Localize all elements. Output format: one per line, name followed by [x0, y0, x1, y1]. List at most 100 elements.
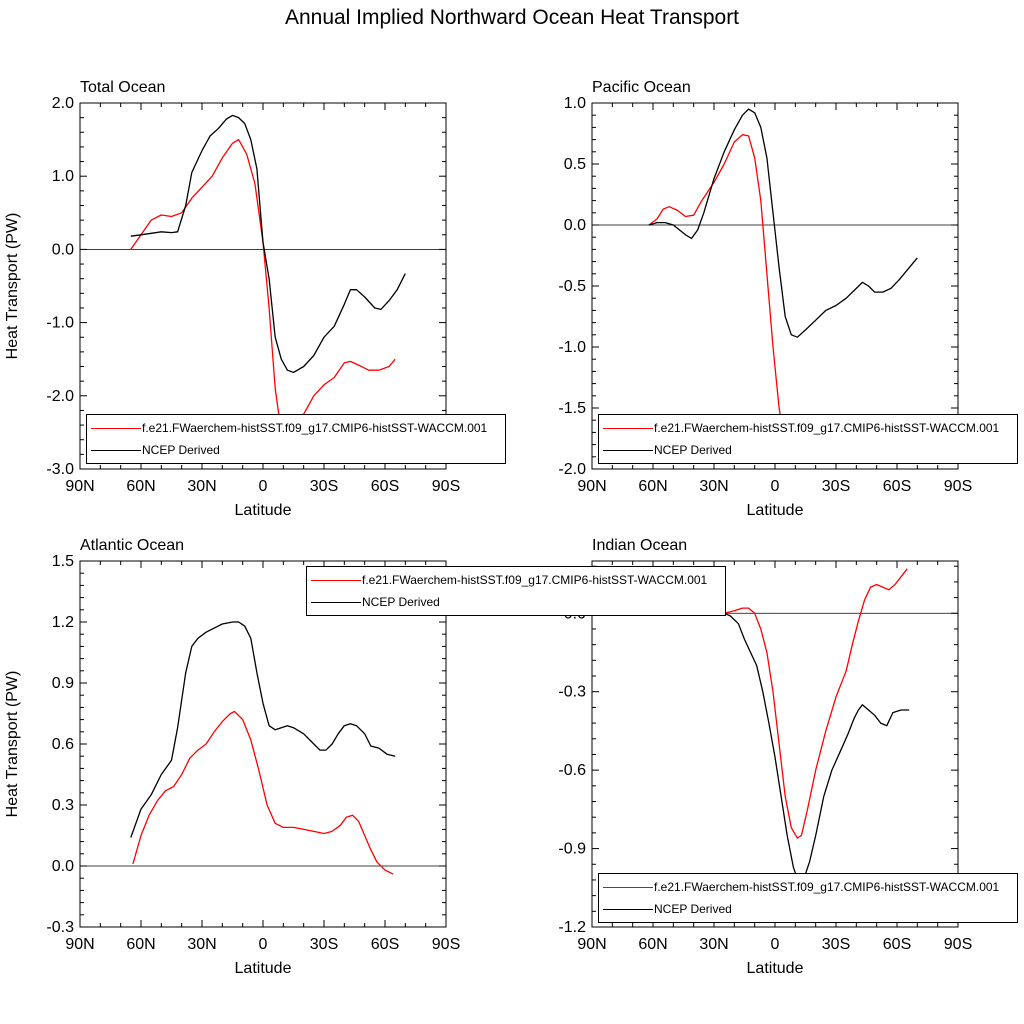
- panel-title: Pacific Ocean: [592, 79, 691, 96]
- y-tick-label: -0.6: [558, 762, 586, 779]
- legend-total: f.e21.FWaerchem-histSST.f09_g17.CMIP6-hi…: [86, 414, 506, 464]
- y-tick-label: 1.0: [564, 95, 586, 112]
- x-tick-label: 0: [259, 936, 268, 953]
- y-tick-label: 1.5: [52, 553, 74, 570]
- legend-swatch: [603, 909, 653, 910]
- y-tick-label: 0.3: [52, 797, 74, 814]
- legend-swatch: [603, 887, 653, 888]
- ncep-series-line: [130, 621, 396, 838]
- legend-entry: f.e21.FWaerchem-histSST.f09_g17.CMIP6-hi…: [599, 418, 1017, 438]
- x-tick-label: 60S: [883, 478, 911, 495]
- y-tick-label: 0.9: [52, 675, 74, 692]
- x-tick-label: 90S: [432, 936, 460, 953]
- x-tick-label: 60S: [883, 936, 911, 953]
- legend-atlantic: f.e21.FWaerchem-histSST.f09_g17.CMIP6-hi…: [306, 566, 726, 616]
- ncep-series-line: [648, 108, 918, 338]
- model-series-line: [132, 710, 394, 875]
- x-tick-label: 90S: [432, 478, 460, 495]
- legend-pacific: f.e21.FWaerchem-histSST.f09_g17.CMIP6-hi…: [598, 414, 1018, 464]
- legend-label: NCEP Derived: [654, 902, 732, 916]
- x-tick-label: 30N: [699, 478, 728, 495]
- panel-indian: Indian Ocean90N60N30N030S60S90S0.0-0.3-0…: [558, 537, 972, 977]
- legend-entry: NCEP Derived: [599, 899, 1017, 919]
- y-tick-label: 0.6: [52, 736, 74, 753]
- legend-label: f.e21.FWaerchem-histSST.f09_g17.CMIP6-hi…: [362, 573, 708, 587]
- legend-swatch: [603, 450, 653, 451]
- x-tick-label: 60N: [126, 478, 155, 495]
- legend-entry: NCEP Derived: [87, 440, 505, 460]
- legend-entry: NCEP Derived: [307, 592, 725, 612]
- x-tick-label: 60N: [638, 478, 667, 495]
- panel-total: Total Ocean 90N 60N 30N 0 30S 60S 90S 2.0 1.0 0.0 -…: [4, 79, 460, 519]
- plot-frame: [591, 102, 959, 470]
- panel-title: Total Ocean: [80, 79, 165, 96]
- y-tick-label: 1.2: [52, 614, 74, 631]
- legend-swatch: [91, 450, 141, 451]
- x-axis-label: Latitude: [747, 960, 804, 977]
- y-tick-label: -1.0: [558, 339, 586, 356]
- legend-swatch: [311, 602, 361, 603]
- y-axis-label: Heat Transport (PW): [4, 671, 21, 818]
- panel-title: Atlantic Ocean: [80, 537, 184, 554]
- legend-entry: f.e21.FWaerchem-histSST.f09_g17.CMIP6-hi…: [307, 570, 725, 590]
- ncep-series-line: [723, 612, 910, 886]
- x-axis-label: Latitude: [235, 960, 292, 977]
- y-tick-label: -1.5: [558, 400, 586, 417]
- x-tick-label: 60N: [638, 936, 667, 953]
- x-tick-label: 30S: [310, 478, 338, 495]
- model-series-line: [130, 138, 396, 441]
- x-tick-label: 0: [771, 936, 780, 953]
- y-tick-label: -3.0: [46, 461, 74, 478]
- y-tick-label: -0.3: [558, 684, 586, 701]
- y-tick-label: 1.0: [52, 168, 74, 185]
- x-tick-label: 30S: [822, 478, 850, 495]
- plot-frame: [79, 560, 447, 928]
- legend-indian: f.e21.FWaerchem-histSST.f09_g17.CMIP6-hi…: [598, 873, 1018, 923]
- figure-title: Annual Implied Northward Ocean Heat Tran…: [284, 6, 740, 29]
- legend-entry: f.e21.FWaerchem-histSST.f09_g17.CMIP6-hi…: [87, 418, 505, 438]
- ncep-series-line: [130, 114, 406, 374]
- y-tick-label: -2.0: [46, 388, 74, 405]
- y-tick-label: 0.0: [52, 241, 74, 258]
- x-tick-label: 90S: [944, 936, 972, 953]
- x-tick-label: 90N: [577, 478, 606, 495]
- x-tick-label: 90N: [577, 936, 606, 953]
- x-tick-label: 30S: [822, 936, 850, 953]
- x-tick-label: 30N: [187, 478, 216, 495]
- model-series-line: [724, 568, 908, 839]
- legend-label: f.e21.FWaerchem-histSST.f09_g17.CMIP6-hi…: [654, 421, 1000, 435]
- panel-atlantic: Atlantic Ocean 90N 60N 30N 0 30S 60S 90S 1.5 1.2 0…: [4, 537, 460, 977]
- x-tick-label: 60N: [126, 936, 155, 953]
- legend-label: NCEP Derived: [142, 443, 220, 457]
- panel-title: Indian Ocean: [592, 537, 687, 554]
- y-tick-label: -0.3: [46, 919, 74, 936]
- x-tick-label: 60S: [371, 936, 399, 953]
- x-axis-label: Latitude: [747, 502, 804, 519]
- x-tick-label: 30S: [310, 936, 338, 953]
- y-tick-label: -1.0: [46, 315, 74, 332]
- legend-entry: f.e21.FWaerchem-histSST.f09_g17.CMIP6-hi…: [599, 877, 1017, 897]
- y-tick-label: 2.0: [52, 95, 74, 112]
- y-tick-label: 0.0: [564, 217, 586, 234]
- y-tick-label: -0.5: [558, 278, 586, 295]
- x-tick-label: 60S: [371, 478, 399, 495]
- legend-swatch: [603, 428, 653, 429]
- x-tick-label: 30N: [187, 936, 216, 953]
- x-tick-label: 0: [771, 478, 780, 495]
- x-tick-label: 0: [259, 478, 268, 495]
- y-axis-label: Heat Transport (PW): [4, 213, 21, 360]
- y-tick-label: -1.2: [558, 919, 586, 936]
- x-tick-label: 90S: [944, 478, 972, 495]
- x-axis-label: Latitude: [235, 502, 292, 519]
- y-tick-label: -2.0: [558, 461, 586, 478]
- y-tick-label: -0.9: [558, 841, 586, 858]
- legend-label: NCEP Derived: [362, 595, 440, 609]
- legend-label: f.e21.FWaerchem-histSST.f09_g17.CMIP6-hi…: [142, 421, 488, 435]
- x-tick-label: 90N: [65, 936, 94, 953]
- legend-entry: NCEP Derived: [599, 440, 1017, 460]
- plot-frame: [591, 560, 959, 928]
- y-tick-label: 0.0: [52, 858, 74, 875]
- legend-swatch: [311, 580, 361, 581]
- x-tick-label: 90N: [65, 478, 94, 495]
- legend-label: f.e21.FWaerchem-histSST.f09_g17.CMIP6-hi…: [654, 880, 1000, 894]
